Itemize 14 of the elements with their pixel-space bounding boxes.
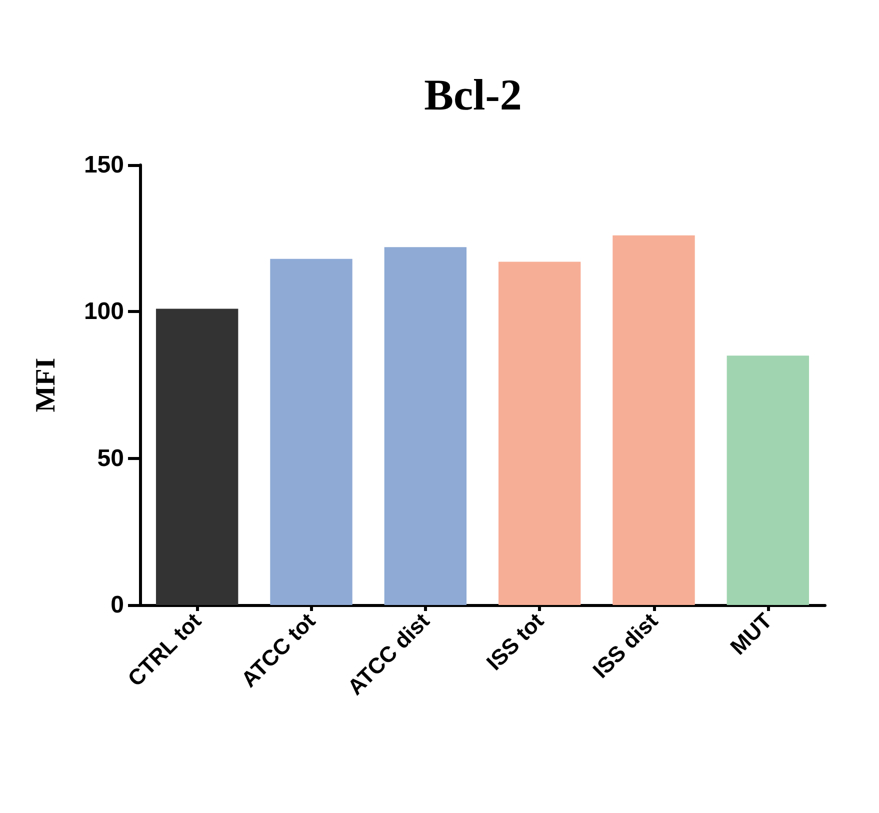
bar bbox=[726, 356, 810, 605]
x-tick-label: ISS tot bbox=[482, 608, 549, 676]
bar bbox=[612, 235, 695, 605]
bar bbox=[384, 247, 467, 605]
bar bbox=[498, 262, 581, 605]
bar bbox=[156, 308, 238, 605]
y-tick-label: 100 bbox=[84, 298, 124, 326]
x-tick-label: ISS dist bbox=[588, 608, 664, 683]
y-axis-title: MFI bbox=[30, 358, 62, 412]
bar bbox=[270, 258, 352, 605]
y-tick-label: 50 bbox=[97, 444, 124, 472]
y-tick-label: 150 bbox=[84, 152, 124, 178]
y-tick-label: 0 bbox=[110, 592, 124, 618]
chart-title: Bcl-2 bbox=[424, 70, 522, 120]
